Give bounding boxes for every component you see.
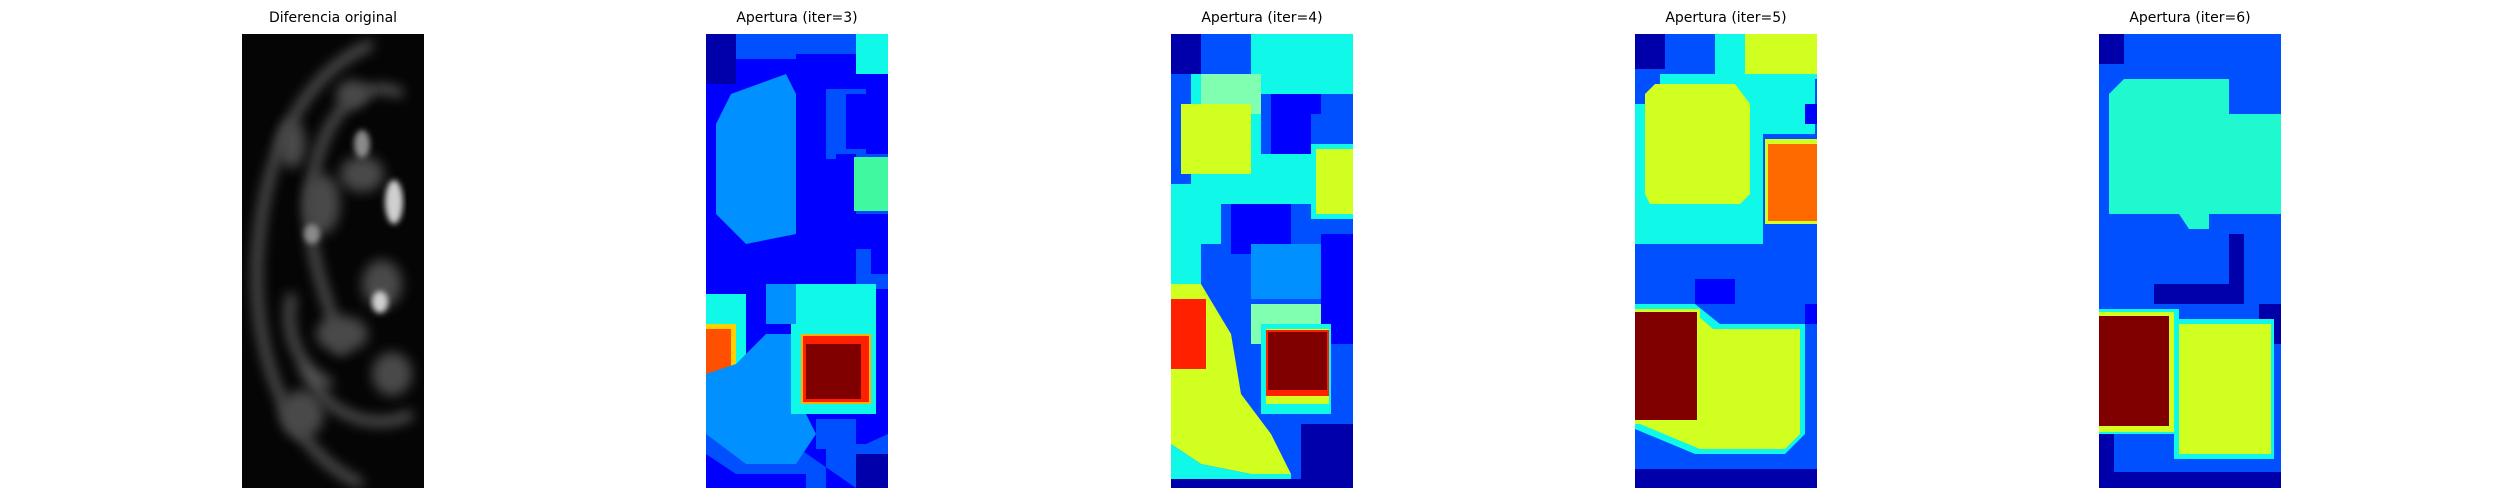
panel-title: Apertura (iter=5) [1665, 10, 1787, 26]
panel-iter-6: Apertura (iter=6) [2090, 0, 2290, 500]
panel-title: Diferencia original [268, 10, 398, 26]
label-map-image [2099, 34, 2281, 488]
label-map-image [1171, 34, 1353, 488]
panel-original: Diferencia original [233, 0, 433, 500]
panel-title: Apertura (iter=4) [1201, 10, 1323, 26]
panel-iter-5: Apertura (iter=5) [1626, 0, 1826, 500]
panel-title: Apertura (iter=3) [736, 10, 858, 26]
panel-iter-4: Apertura (iter=4) [1162, 0, 1362, 500]
grayscale-image [242, 34, 424, 488]
label-map-image [1635, 34, 1817, 488]
panel-iter-3: Apertura (iter=3) [697, 0, 897, 500]
panel-title: Apertura (iter=6) [2129, 10, 2251, 26]
label-map-image [706, 34, 888, 488]
